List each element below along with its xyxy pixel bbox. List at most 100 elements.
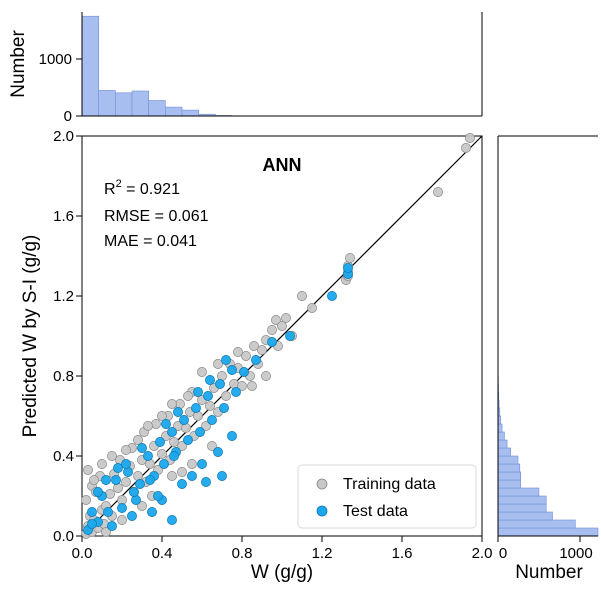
training-point-71 <box>261 371 270 380</box>
training-point-96 <box>461 143 470 152</box>
top-histogram-bar-4 <box>149 101 166 117</box>
y-tick-label-2: 0.8 <box>53 368 74 385</box>
training-point-51 <box>221 391 230 400</box>
training-point-78 <box>143 421 152 430</box>
r2-annotation: R2 = 0.921 <box>104 178 180 198</box>
training-point-81 <box>107 451 116 460</box>
right-histogram-xlabel: Number <box>515 562 583 583</box>
right-histogram-bar-3 <box>498 504 546 512</box>
right-histogram-bars <box>498 336 598 536</box>
test-point-19 <box>195 427 204 436</box>
r2-label: R <box>104 181 116 198</box>
test-point-20 <box>203 391 212 400</box>
test-point-49 <box>343 263 352 272</box>
training-point-80 <box>121 445 130 454</box>
test-point-34 <box>227 431 236 440</box>
test-point-10 <box>143 451 152 460</box>
test-point-28 <box>267 337 276 346</box>
test-point-56 <box>87 519 96 528</box>
training-point-9 <box>83 465 92 474</box>
test-point-46 <box>113 463 122 472</box>
test-point-43 <box>193 387 202 396</box>
y-tick-label-4: 1.6 <box>53 208 74 225</box>
test-point-50 <box>327 291 336 300</box>
test-point-17 <box>183 435 192 444</box>
training-point-86 <box>187 459 196 468</box>
x-axis-label: W (g/g) <box>251 562 313 583</box>
right-histogram-bar-12 <box>498 432 504 440</box>
legend-marker-training <box>317 479 327 489</box>
training-point-70 <box>247 381 256 390</box>
right-histogram-bar-8 <box>498 464 520 472</box>
test-point-23 <box>219 403 228 412</box>
chart-title: ANN <box>263 155 302 175</box>
test-point-22 <box>215 379 224 388</box>
test-point-57 <box>129 487 138 496</box>
x-tick-label-3: 1.2 <box>312 545 333 562</box>
training-point-19 <box>121 477 130 486</box>
y-tick-label-3: 1.2 <box>53 288 74 305</box>
top-histogram-bar-1 <box>99 90 116 116</box>
test-point-55 <box>101 475 110 484</box>
right-x-tick-label-1000: 1000 <box>559 545 592 562</box>
y-axis-ticks: 0.0 0.4 0.8 1.2 1.6 2.0 <box>53 128 82 545</box>
test-point-36 <box>107 521 116 530</box>
legend-label-test: Test data <box>343 503 408 520</box>
test-point-35 <box>127 511 136 520</box>
test-point-29 <box>285 331 294 340</box>
rmse-annotation: RMSE = 0.061 <box>104 208 209 225</box>
test-point-59 <box>169 451 178 460</box>
test-point-58 <box>145 475 154 484</box>
training-point-95 <box>433 187 442 196</box>
test-point-4 <box>103 507 112 516</box>
test-point-27 <box>251 355 260 364</box>
test-point-41 <box>161 419 170 428</box>
training-point-85 <box>167 471 176 480</box>
training-point-60 <box>257 345 266 354</box>
test-point-42 <box>173 407 182 416</box>
test-point-1 <box>87 507 96 516</box>
x-tick-label-4: 1.6 <box>392 545 413 562</box>
training-point-74 <box>197 367 206 376</box>
right-histogram-bar-6 <box>498 480 521 488</box>
test-point-32 <box>197 459 206 468</box>
test-point-45 <box>221 355 230 364</box>
x-tick-label-0: 0.0 <box>72 545 93 562</box>
right-histogram-bar-5 <box>498 488 539 496</box>
x-tick-label-5: 2.0 <box>472 545 493 562</box>
test-point-37 <box>147 507 156 516</box>
training-point-76 <box>167 399 176 408</box>
test-point-44 <box>205 375 214 384</box>
right-histogram-bar-10 <box>498 448 511 456</box>
right-histogram-bar-2 <box>498 512 553 520</box>
training-point-72 <box>233 347 242 356</box>
test-point-21 <box>207 415 216 424</box>
training-point-75 <box>183 391 192 400</box>
training-point-69 <box>307 303 316 312</box>
r2-value: = 0.921 <box>122 181 180 198</box>
test-point-5 <box>111 475 120 484</box>
y-tick-label-1: 0.4 <box>53 448 74 465</box>
training-point-83 <box>89 475 98 484</box>
top-y-tick-label-1000: 1000 <box>39 51 72 68</box>
training-point-68 <box>297 291 306 300</box>
x-tick-label-1: 0.4 <box>152 545 173 562</box>
training-point-65 <box>281 313 290 322</box>
top-histogram-bar-6 <box>182 110 199 116</box>
y-axis-label: Predicted W by S-I (g/g) <box>20 235 41 438</box>
test-point-24 <box>227 365 236 374</box>
test-point-54 <box>153 491 162 500</box>
test-point-51 <box>201 477 210 486</box>
test-point-6 <box>117 503 126 512</box>
test-point-16 <box>179 415 188 424</box>
legend-label-training: Training data <box>343 476 436 493</box>
right-histogram-bar-0 <box>498 528 598 536</box>
top-y-tick-label-0: 0 <box>64 108 72 125</box>
right-histogram-bar-7 <box>498 472 521 480</box>
top-histogram-bar-2 <box>115 93 132 116</box>
training-point-97 <box>465 133 474 142</box>
right-histogram-bar-4 <box>498 496 546 504</box>
right-histogram-bar-11 <box>498 440 507 448</box>
